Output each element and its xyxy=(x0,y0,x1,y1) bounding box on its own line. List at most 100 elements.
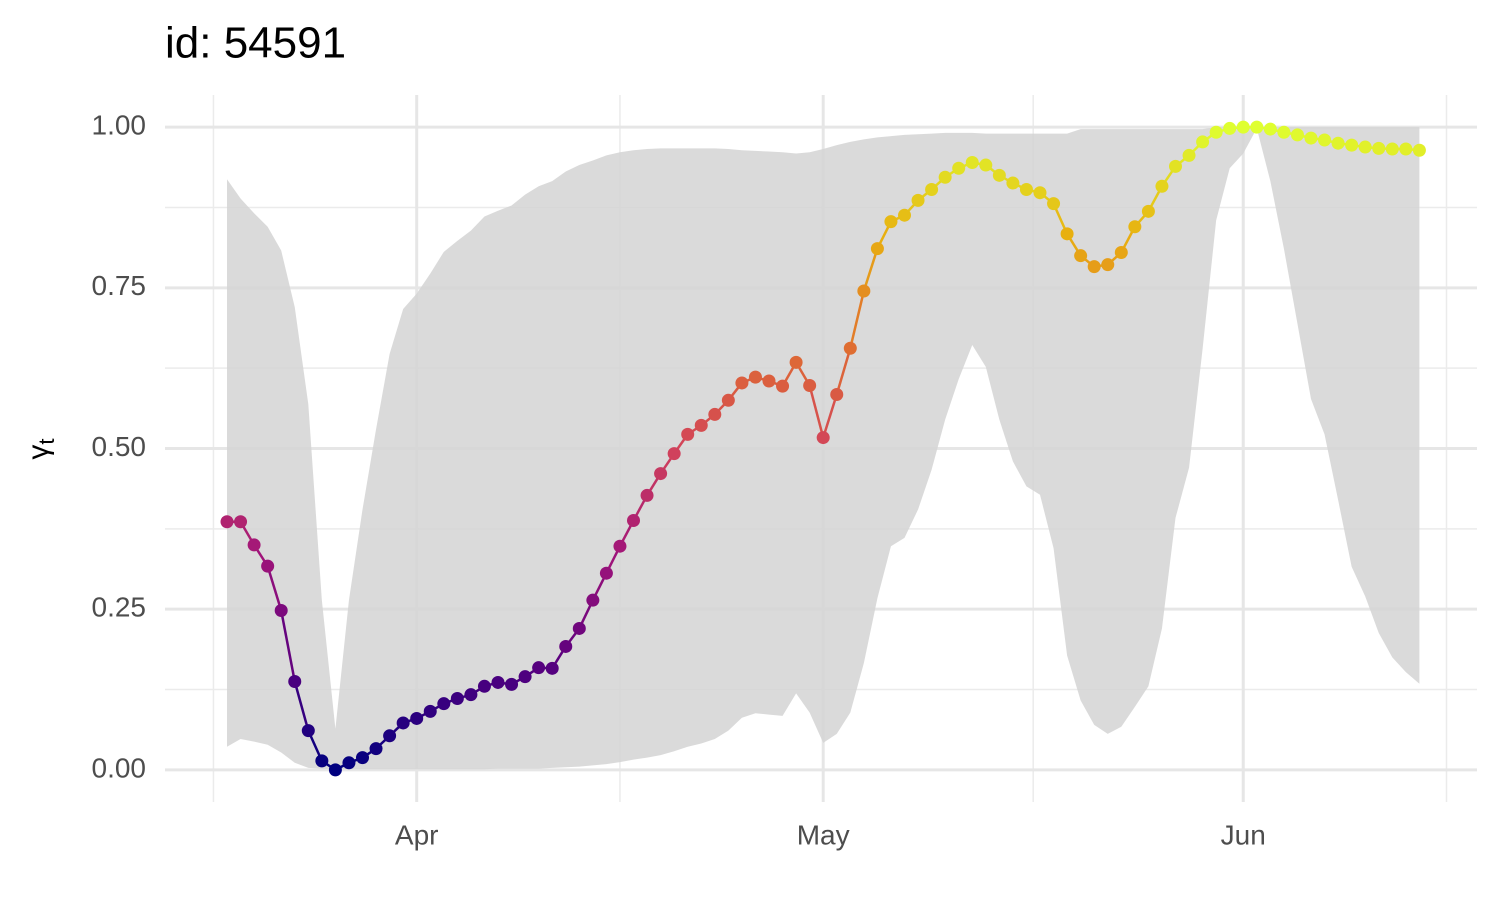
point xyxy=(762,374,776,388)
point xyxy=(979,158,993,172)
point xyxy=(586,593,600,607)
point xyxy=(1141,204,1155,218)
point xyxy=(1385,142,1399,156)
point xyxy=(234,515,248,529)
point xyxy=(1019,182,1033,196)
y-tick-label: 1.00 xyxy=(92,110,147,141)
line-segment xyxy=(266,565,283,611)
point xyxy=(816,431,830,445)
y-axis-label: γt xyxy=(22,438,59,459)
point xyxy=(1006,176,1020,190)
point xyxy=(803,379,817,393)
point xyxy=(721,393,735,407)
point xyxy=(1236,120,1250,134)
y-label-subscript: t xyxy=(34,438,59,444)
y-tick-label: 0.00 xyxy=(92,752,147,783)
point xyxy=(830,388,844,402)
point xyxy=(1060,227,1074,241)
chart-title: id: 54591 xyxy=(165,19,346,68)
point xyxy=(1087,260,1101,274)
point xyxy=(789,355,803,369)
point xyxy=(1290,128,1304,142)
point xyxy=(898,208,911,222)
point xyxy=(640,488,654,502)
point xyxy=(261,559,275,573)
y-tick-label: 0.75 xyxy=(92,270,147,301)
point xyxy=(1101,258,1115,272)
point xyxy=(477,679,491,693)
point xyxy=(1345,138,1359,152)
point xyxy=(1372,141,1386,155)
point xyxy=(1047,197,1061,211)
point xyxy=(843,341,857,355)
point xyxy=(532,661,546,675)
point xyxy=(952,161,966,175)
point xyxy=(1250,120,1264,134)
point xyxy=(857,284,871,298)
point xyxy=(220,515,234,529)
point xyxy=(396,716,410,730)
point xyxy=(342,756,356,770)
line-segment xyxy=(862,248,879,292)
point xyxy=(681,427,695,441)
y-tick-label: 0.25 xyxy=(92,592,147,623)
point xyxy=(1318,133,1332,147)
point xyxy=(274,603,288,617)
y-tick-label: 0.50 xyxy=(92,431,147,462)
point xyxy=(1277,125,1291,139)
point xyxy=(288,674,302,688)
point xyxy=(1033,186,1047,200)
x-tick-label: Apr xyxy=(395,819,439,850)
point xyxy=(1399,142,1413,156)
point xyxy=(667,447,681,461)
point xyxy=(491,675,505,689)
point xyxy=(356,751,369,765)
point xyxy=(545,661,559,675)
point xyxy=(301,724,315,738)
point xyxy=(1331,136,1345,150)
line-segment xyxy=(822,394,838,438)
point xyxy=(1304,131,1318,145)
point xyxy=(735,376,749,390)
point xyxy=(1182,148,1196,162)
point xyxy=(437,697,451,711)
point xyxy=(383,729,397,743)
point xyxy=(776,379,790,393)
line-segment xyxy=(293,681,310,731)
point xyxy=(518,670,532,684)
point xyxy=(708,407,722,421)
point xyxy=(1128,220,1142,234)
point xyxy=(328,763,342,777)
point xyxy=(599,566,613,580)
point xyxy=(464,688,478,702)
point xyxy=(1412,143,1426,157)
point xyxy=(1196,135,1210,149)
point xyxy=(450,692,464,706)
point xyxy=(559,639,573,653)
line-segment xyxy=(849,290,866,349)
point xyxy=(1358,140,1372,154)
point xyxy=(1263,122,1277,136)
point xyxy=(1169,159,1182,173)
point xyxy=(505,677,519,691)
point xyxy=(938,170,952,184)
point xyxy=(572,621,586,635)
point xyxy=(627,513,640,527)
point xyxy=(654,467,668,481)
point xyxy=(870,242,884,256)
point xyxy=(694,418,708,432)
line-segment xyxy=(279,610,296,682)
point xyxy=(410,711,424,725)
point xyxy=(613,539,627,553)
point xyxy=(911,193,925,207)
point xyxy=(1155,179,1169,193)
y-label-symbol: γ xyxy=(22,445,55,460)
point xyxy=(369,742,383,756)
point xyxy=(748,370,762,384)
x-tick-label: Jun xyxy=(1221,819,1266,850)
point xyxy=(247,538,261,552)
line-segment xyxy=(835,347,852,395)
point xyxy=(925,182,939,196)
point xyxy=(1223,121,1237,135)
